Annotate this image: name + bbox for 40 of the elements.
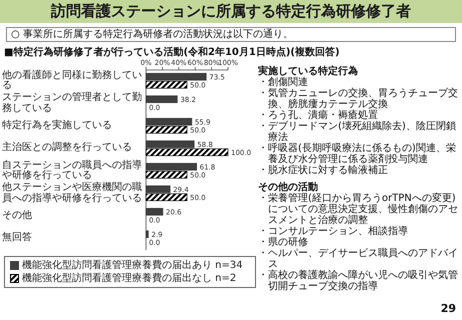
text: ・高校の養護教諭へ障がい児への吸引や気管切開チューブ交換の指導 xyxy=(258,270,459,292)
text: ・県の研修 xyxy=(258,237,309,248)
text: ・気管カニューレの交換、胃ろうチューブ交換、膀胱瘻カテーテル交換 xyxy=(258,88,459,110)
text: 29 xyxy=(440,302,456,315)
legend-label: 機能強化型訪問看護管理療養費の届出あり n=34 xyxy=(22,260,243,271)
bar xyxy=(146,208,164,216)
text: ・呼吸器(長期呼吸療法に係るもの)関連、栄養及び水分管理に係る薬剤投与関連 xyxy=(258,143,457,165)
y-tick-label: 特定行為を実施している xyxy=(2,120,113,132)
bar xyxy=(146,95,178,104)
legend-label: 機能強化型訪問看護管理療養費の届出なし n=2 xyxy=(22,273,236,284)
text: ・創傷関連 xyxy=(258,77,309,88)
y-tick-label: 他の看護師と同様に勤務している xyxy=(2,70,142,92)
chart-subtitle: ○ 事業所に所属する特定行為研修者の活動状況は以下の通り。 xyxy=(6,27,456,42)
y-tick-label: 他ステーションや医療機関の職員への指導や研修を行っている xyxy=(2,182,142,204)
bar xyxy=(146,72,207,81)
text: その他の活動 xyxy=(258,182,318,193)
bar xyxy=(146,118,192,126)
bar xyxy=(146,140,195,148)
y-tick-label: 無回答 xyxy=(2,232,33,244)
text: ・コンサルテーション、相談指導 xyxy=(258,226,409,237)
bar xyxy=(146,126,188,134)
text: ・ろう孔、潰瘍・褥瘡処置 xyxy=(258,110,378,121)
text: 実施している特定行為 xyxy=(258,66,358,77)
text: ■特定行為研修修了者が行っている活動(令和2年10月1日時点)(複数回答) xyxy=(4,47,340,58)
chart-title: 訪問看護ステーションに所属する特定行為研修修了者 xyxy=(0,2,462,20)
y-tick-label: 自ステーションの職員への指導や研修を行っている xyxy=(2,160,142,182)
text: ・栄養管理(経口から胃ろうorTPNへの変更)についての意思決定支援、慢性創傷のアセスメントと治療の調整 xyxy=(258,193,459,226)
y-tick-label: ステーションの管理者として勤務している xyxy=(2,92,142,114)
text: ・デブリードマン(壊死組織除去)、陰圧閉鎖療法 xyxy=(258,121,457,143)
bar xyxy=(146,230,149,238)
bar xyxy=(146,80,188,89)
text: ・脱水症状に対する輸液補正 xyxy=(258,165,389,176)
y-tick-label: 主治医との調整を行っている xyxy=(2,142,133,154)
y-tick-label: その他 xyxy=(2,210,33,222)
bar xyxy=(146,148,228,156)
bar xyxy=(146,170,188,179)
bar xyxy=(146,162,197,171)
bar xyxy=(146,193,188,202)
bar xyxy=(146,185,170,194)
text: ・ヘルパー、デイサービス職員へのアドバイス xyxy=(258,248,459,270)
